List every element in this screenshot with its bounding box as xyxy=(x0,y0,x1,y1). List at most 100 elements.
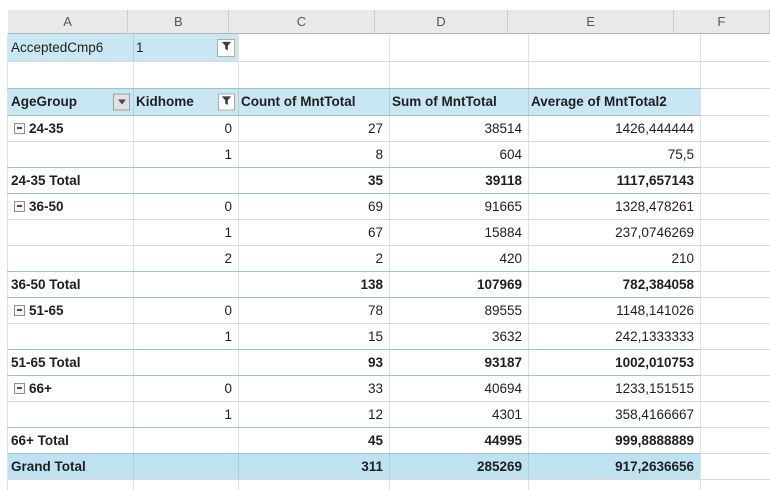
pivot-header-average[interactable]: Average of MntTotal2 xyxy=(528,88,700,115)
cell-kidhome[interactable]: 1 xyxy=(224,224,232,240)
cell-agegroup[interactable]: 24-35 Total xyxy=(8,167,133,193)
cell-sum[interactable]: 44995 xyxy=(484,432,522,448)
cell-average[interactable]: 782,384058 xyxy=(622,276,694,292)
cell-agegroup[interactable]: 36-50 xyxy=(8,193,133,219)
cell-kidhome[interactable]: 0 xyxy=(224,380,232,396)
cell-count[interactable]: 311 xyxy=(361,458,383,474)
cell-sum[interactable]: 604 xyxy=(499,146,522,162)
cell-average[interactable]: 917,2636656 xyxy=(615,458,694,474)
cell-agegroup[interactable]: 36-50 Total xyxy=(8,271,133,297)
cell-average[interactable]: 1426,444444 xyxy=(615,120,694,136)
cell-count[interactable]: 138 xyxy=(360,276,383,292)
column-header-d[interactable]: D xyxy=(375,10,509,33)
table-row: 36-50 0 69 91665 1328,478261 xyxy=(8,193,700,219)
cell-average[interactable]: 1328,478261 xyxy=(615,198,694,214)
pivot-header-count[interactable]: Count of MntTotal xyxy=(238,88,389,115)
filter-label-cell[interactable]: AcceptedCmp6 xyxy=(8,34,133,61)
cell-kidhome[interactable]: 2 xyxy=(224,250,232,266)
cell-count[interactable]: 12 xyxy=(367,406,383,422)
filter-value-cell[interactable]: 1 xyxy=(133,34,238,61)
agegroup-dropdown-button[interactable] xyxy=(113,93,130,110)
cell-sum[interactable]: 38514 xyxy=(484,120,522,136)
cell-kidhome[interactable]: 0 xyxy=(224,120,232,136)
cell-agegroup[interactable] xyxy=(8,141,133,167)
cell-sum[interactable]: 15884 xyxy=(484,224,522,240)
cell-kidhome[interactable] xyxy=(133,427,238,453)
column-header-a[interactable]: A xyxy=(8,10,129,33)
cell-agegroup[interactable]: 51-65 xyxy=(8,297,133,323)
cell-sum[interactable]: 3632 xyxy=(491,328,522,344)
cell-count[interactable]: 15 xyxy=(367,328,383,344)
cell-average[interactable]: 1233,151515 xyxy=(615,380,694,396)
cell-count[interactable]: 8 xyxy=(375,146,383,162)
cell-sum[interactable]: 4301 xyxy=(491,406,522,422)
cell-agegroup[interactable]: 66+ Total xyxy=(8,427,133,453)
cell-kidhome[interactable]: 1 xyxy=(224,328,232,344)
cell-agegroup[interactable]: Grand Total xyxy=(8,453,133,479)
cell-kidhome[interactable]: 0 xyxy=(224,302,232,318)
cell-agegroup[interactable] xyxy=(8,401,133,427)
chevron-down-icon xyxy=(117,99,126,104)
cell-kidhome[interactable] xyxy=(133,167,238,193)
cell-sum[interactable]: 39118 xyxy=(485,172,522,188)
pivot-header-sum[interactable]: Sum of MntTotal xyxy=(389,88,528,115)
cell-average[interactable]: 1148,141026 xyxy=(616,302,694,318)
cell-sum[interactable]: 285269 xyxy=(476,458,522,474)
cell-count[interactable]: 67 xyxy=(367,224,383,240)
cell-average[interactable]: 210 xyxy=(671,250,694,266)
cell-average[interactable]: 1002,010753 xyxy=(615,354,694,370)
cell-average[interactable]: 999,8888889 xyxy=(615,432,694,448)
cell-kidhome[interactable]: 0 xyxy=(224,198,232,214)
cell-count[interactable]: 33 xyxy=(367,380,383,396)
table-row: 1 8 604 75,5 xyxy=(8,141,700,167)
agegroup-label: 24-35 Total xyxy=(11,172,81,188)
cell-kidhome[interactable]: 1 xyxy=(224,406,232,422)
cell-average[interactable]: 237,0746269 xyxy=(615,224,694,240)
cell-agegroup[interactable]: 24-35 xyxy=(8,115,133,141)
cell-average[interactable]: 1117,657143 xyxy=(616,172,694,188)
cell-count[interactable]: 2 xyxy=(375,250,383,266)
cell-count[interactable]: 78 xyxy=(367,302,383,318)
cell-kidhome[interactable]: 1 xyxy=(224,146,232,162)
cell-sum[interactable]: 107969 xyxy=(476,276,522,292)
agegroup-label: 24-35 xyxy=(29,120,64,136)
cell-count[interactable]: 69 xyxy=(367,198,383,214)
pivot-header-agegroup[interactable]: AgeGroup xyxy=(8,88,133,115)
cell-count[interactable]: 45 xyxy=(367,432,383,448)
cell-sum[interactable]: 91665 xyxy=(484,198,522,214)
collapse-minus-icon[interactable] xyxy=(14,304,25,316)
column-header-e[interactable]: E xyxy=(508,10,674,33)
cell-agegroup[interactable]: 66+ xyxy=(8,375,133,401)
cell-kidhome[interactable] xyxy=(133,271,238,297)
cell-sum[interactable]: 93187 xyxy=(484,354,522,370)
pivot-header-kidhome-label: Kidhome xyxy=(136,94,194,109)
cell-average[interactable]: 358,4166667 xyxy=(615,406,694,422)
column-header-b[interactable]: B xyxy=(128,10,230,33)
collapse-minus-icon[interactable] xyxy=(14,122,25,134)
cell-average[interactable]: 242,1333333 xyxy=(615,328,694,344)
column-header-f[interactable]: F xyxy=(674,10,770,33)
column-header-c[interactable]: C xyxy=(229,10,375,33)
cell-agegroup[interactable] xyxy=(8,219,133,245)
collapse-minus-icon[interactable] xyxy=(14,382,25,394)
agegroup-label: 66+ Total xyxy=(11,432,69,448)
cell-sum[interactable]: 89555 xyxy=(484,302,522,318)
cell-count[interactable]: 35 xyxy=(367,172,383,188)
kidhome-filter-button[interactable] xyxy=(218,93,235,110)
cell-sum[interactable]: 40694 xyxy=(484,380,522,396)
cell-kidhome[interactable] xyxy=(133,453,238,479)
cell-count[interactable]: 93 xyxy=(367,354,383,370)
table-row: 66+ Total 45 44995 999,8888889 xyxy=(8,427,700,453)
agegroup-label: 51-65 xyxy=(29,302,64,318)
collapse-minus-icon[interactable] xyxy=(14,200,25,212)
cell-kidhome[interactable] xyxy=(133,349,238,375)
cell-sum[interactable]: 420 xyxy=(499,250,522,266)
cell-agegroup[interactable]: 51-65 Total xyxy=(8,349,133,375)
pivot-header-kidhome[interactable]: Kidhome xyxy=(133,88,238,115)
cell-count[interactable]: 27 xyxy=(367,120,383,136)
cell-agegroup[interactable] xyxy=(8,245,133,271)
table-row: 36-50 Total 138 107969 782,384058 xyxy=(8,271,700,297)
cell-agegroup[interactable] xyxy=(8,323,133,349)
report-filter-button[interactable] xyxy=(217,38,235,57)
cell-average[interactable]: 75,5 xyxy=(667,146,694,162)
